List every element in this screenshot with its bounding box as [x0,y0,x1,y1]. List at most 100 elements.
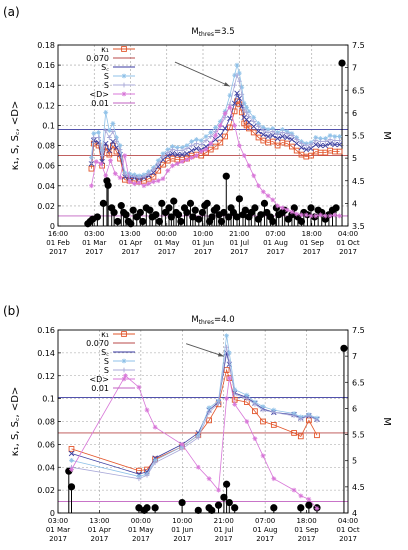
series-point [222,133,228,140]
series-point [213,125,218,130]
series-point [332,212,338,218]
ytick-left-label: 0.12 [37,101,55,110]
ytick-right-label: 5.5 [352,431,365,440]
xtick-year: 2017 [173,535,191,543]
series-point [160,154,166,160]
event-point [214,501,223,509]
ytick-left-label: 0.1 [42,121,55,130]
event-point [223,480,231,488]
series-point [260,131,266,138]
series-point [274,142,281,149]
series-point [275,132,280,137]
series-point [193,145,200,152]
series-point [160,156,166,163]
ytick-right-label: 4 [352,509,357,518]
series-point [226,359,232,365]
series-point [169,150,176,157]
series-point [336,141,343,148]
ytick-left-label: 0.04 [37,182,55,191]
title-sub: thres [199,319,214,326]
ytick-right-label: 5 [352,154,357,163]
event-point [241,206,249,214]
ytick-right-label: 6 [352,109,357,118]
xtick-time: 13:00 [89,517,109,525]
series-point [332,138,338,143]
series-point [194,137,199,142]
event-point [198,208,207,217]
series-point [110,121,116,126]
series-point [224,333,230,339]
annotation-arrow [174,61,231,87]
series-point [88,165,95,172]
xtick-time: 04:00 [338,230,358,238]
xtick-date: 01 Oct [336,239,359,247]
series-point [313,138,319,143]
event-point [139,217,147,226]
ytick-left-label: 0.04 [37,463,55,472]
series-point [232,401,238,407]
series-point [194,141,199,146]
series-point [246,119,252,126]
series-point [241,100,247,106]
legend-label: 0.070 [86,54,109,63]
series-point [89,183,94,189]
series-point [144,472,150,478]
series-point [160,176,166,182]
series-point [297,433,304,440]
series-point [244,392,250,398]
series-point [217,132,224,139]
series-point [68,450,75,457]
series-point [217,119,223,124]
series-point [244,396,250,402]
series-point [150,173,157,180]
ytick-left-label: 0.18 [37,41,55,50]
event-point [178,498,186,507]
series-4 [69,373,320,511]
series-point [206,409,212,415]
series-point [337,134,343,139]
series-point [152,460,158,466]
title-tail: =4.0 [214,315,235,325]
series-point [236,95,243,102]
event-point [297,217,306,226]
ytick-left-label: 0.1 [42,395,55,404]
event-point [203,199,211,207]
series-point [314,506,320,511]
event-point [189,213,197,221]
xtick-date: 01 Jul [214,526,234,534]
series-point [189,155,195,161]
xtick-time: 21:00 [229,230,249,238]
series-point [313,213,319,219]
legend-label: S [104,72,109,81]
series-point [275,203,280,209]
series-point [122,172,128,178]
ytick-left-label: 0.14 [37,349,55,358]
event-point [213,204,221,212]
legend-label: S꜀ [101,348,109,357]
series-point [234,72,240,78]
event-point [269,217,277,226]
series-point [251,173,257,179]
event-point [307,204,315,212]
event-point [165,204,173,212]
xtick-year: 2017 [158,248,176,256]
series-point [179,151,185,158]
event-point [222,172,230,180]
xtick-date: 01 Apr [88,526,111,534]
event-point [220,208,228,217]
series-point [284,140,290,147]
series-point [236,70,242,76]
series-point [289,133,295,138]
series-point [252,436,258,442]
series-point [155,161,161,167]
series-point [184,143,190,148]
series-point [299,212,304,218]
series-point [203,147,209,152]
xtick-date: 01 Aug [253,526,278,534]
legend-marker [121,358,127,364]
xtick-time: 03:00 [84,230,104,238]
xtick-year: 2017 [267,248,285,256]
xtick-year: 2017 [339,535,357,543]
series-point [244,419,250,424]
ytick-right-label: 7 [352,64,357,73]
